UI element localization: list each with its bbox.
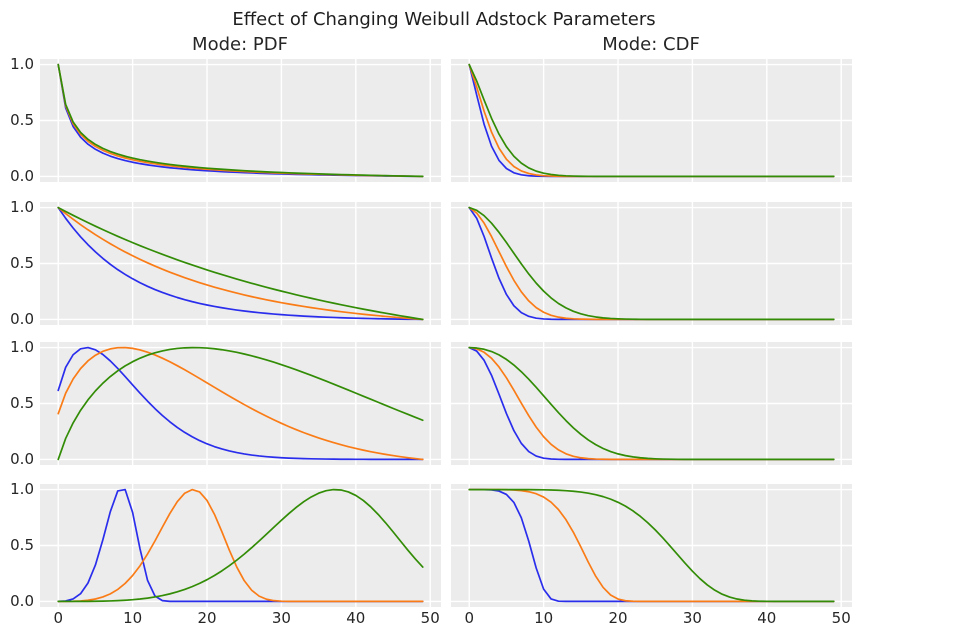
y-tick-label: 1.0 (10, 198, 34, 217)
gridlines (40, 59, 441, 182)
x-tick-label: 20 (197, 609, 217, 627)
y-tick-label: 0.5 (10, 111, 34, 129)
gridlines (451, 484, 852, 607)
y-tick-label: 0.0 (10, 449, 34, 468)
x-tick-label: 0 (464, 609, 474, 627)
subplot-pdf-shape-1 (40, 202, 441, 325)
curve-cdf-shape-0.5-scale-40 (468, 63, 835, 178)
curve-pdf-shape-1-scale-20 (57, 206, 424, 321)
x-tick-label: 0 (53, 609, 63, 627)
subplot-canvas (40, 484, 441, 607)
curve-cdf-shape-1-scale-40 (468, 206, 835, 321)
y-tick-label: 0.5 (10, 536, 34, 554)
column-title-cdf: Mode: CDF (602, 34, 700, 55)
x-tick-label: 50 (420, 609, 440, 627)
subplot-cdf-shape-0.5 (451, 59, 852, 182)
subplot-cdf-shape-1 (451, 202, 852, 325)
gridlines (451, 202, 852, 325)
subplot-pdf-shape-5 (40, 484, 441, 607)
x-tick-label: 40 (757, 609, 777, 627)
x-tick-label: 30 (682, 609, 702, 627)
subplot-canvas (40, 59, 441, 182)
gridlines (40, 202, 441, 325)
subplot-canvas (40, 202, 441, 325)
subplot-canvas (451, 484, 852, 607)
curve-cdf-shape-5-scale-40 (468, 488, 835, 603)
gridlines (451, 342, 852, 465)
x-tick-label: 10 (123, 609, 143, 627)
subplot-cdf-shape-5 (451, 484, 852, 607)
y-tick-label: 1.0 (10, 338, 34, 357)
figure-title: Effect of Changing Weibull Adstock Param… (232, 9, 656, 30)
subplot-canvas (451, 342, 852, 465)
curve-pdf-shape-5-scale-40 (57, 488, 424, 603)
x-tick-label: 20 (608, 609, 628, 627)
subplot-canvas (451, 202, 852, 325)
y-tick-label: 0.5 (10, 394, 34, 412)
y-tick-label: 0.5 (10, 254, 34, 272)
y-tick-label: 1.0 (10, 55, 34, 74)
x-tick-label: 30 (271, 609, 291, 627)
curve-pdf-shape-1-scale-40 (57, 206, 424, 321)
subplot-cdf-shape-1.5 (451, 342, 852, 465)
curve-pdf-shape-1-scale-10 (57, 206, 424, 321)
curve-pdf-shape-1.5-scale-20 (57, 346, 424, 461)
curve-cdf-shape-1.5-scale-40 (468, 346, 835, 461)
curve-pdf-shape-1.5-scale-40 (57, 346, 424, 461)
subplot-pdf-shape-0.5 (40, 59, 441, 182)
gridlines (40, 484, 441, 607)
column-title-pdf: Mode: PDF (192, 34, 288, 55)
curve-pdf-shape-5-scale-20 (57, 488, 424, 603)
x-tick-label: 50 (831, 609, 851, 627)
x-tick-label: 10 (534, 609, 554, 627)
x-tick-label: 40 (346, 609, 366, 627)
subplot-canvas (40, 342, 441, 465)
y-tick-label: 0.0 (10, 166, 34, 185)
y-tick-label: 0.0 (10, 591, 34, 610)
subplot-canvas (451, 59, 852, 182)
y-tick-label: 1.0 (10, 480, 34, 499)
curve-pdf-shape-0.5-scale-40 (57, 63, 424, 178)
y-tick-label: 0.0 (10, 309, 34, 328)
subplot-pdf-shape-1.5 (40, 342, 441, 465)
